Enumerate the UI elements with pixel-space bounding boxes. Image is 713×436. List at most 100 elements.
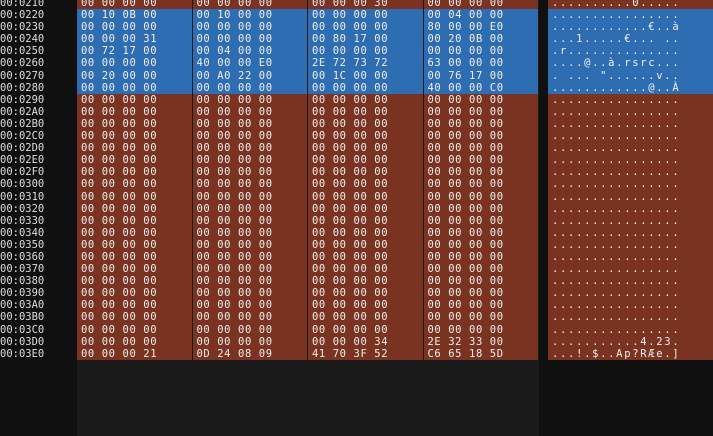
hex-row[interactable]: 00 00 00 00 00 00 00 00 00 00 00 00 00 00 0… (77, 130, 539, 143)
hex-row[interactable]: 00 00 00 00 00 00 00 00 00 00 00 00 00 00 0… (77, 263, 539, 276)
hex-byte-group[interactable]: 00 00 00 00 (423, 117, 538, 131)
ascii-row[interactable]: .r.............. (548, 45, 713, 58)
ascii-row[interactable]: ................ (548, 142, 713, 155)
ascii-row[interactable]: ............€..à (548, 21, 713, 34)
hex-row[interactable]: 00 00 00 00 00 00 00 00 00 00 00 00 00 00 0… (77, 117, 539, 131)
ascii-row[interactable]: ................ (548, 214, 713, 227)
hex-byte-group[interactable]: 00 00 00 00 (308, 117, 423, 131)
ascii-row[interactable]: ................ (548, 9, 713, 22)
ascii-row[interactable]: ................ (548, 323, 713, 336)
ascii-row[interactable]: ................ (548, 238, 713, 251)
hex-byte-group[interactable]: 00 00 00 30 (308, 0, 423, 10)
ascii-row[interactable]: ...........4.23. (548, 335, 713, 348)
hex-row[interactable]: 00 00 00 00 00 00 00 00 00 00 00 00 00 00 0… (77, 226, 539, 239)
hex-byte-group[interactable]: 00 00 00 00 (192, 21, 307, 34)
hex-row[interactable]: 00 00 00 00 00 00 00 00 00 00 00 00 00 00 0… (77, 323, 539, 336)
hex-byte-group[interactable]: 00 00 00 00 (192, 214, 307, 227)
hex-byte-group[interactable]: 00 00 00 00 (77, 287, 192, 300)
hex-byte-group[interactable]: 00 00 00 00 (308, 287, 423, 300)
hex-row[interactable]: 00 00 00 00 00 00 00 00 00 00 00 00 00 00 0… (77, 166, 539, 179)
hex-byte-group[interactable]: 00 00 00 00 (77, 178, 192, 191)
hex-byte-group[interactable]: 00 00 00 00 (308, 250, 423, 264)
ascii-row[interactable]: ................ (548, 117, 713, 131)
hex-byte-group[interactable]: 00 00 00 00 (308, 323, 423, 336)
hex-byte-group[interactable]: 00 00 00 00 (77, 214, 192, 227)
hex-byte-group[interactable]: 00 00 00 00 (192, 142, 307, 155)
hex-byte-group[interactable]: 00 00 00 00 (192, 178, 307, 191)
hex-byte-group[interactable]: 0D 24 08 09 (192, 347, 307, 360)
hex-byte-group[interactable]: 00 00 00 00 (423, 323, 538, 336)
ascii-row[interactable]: ....@..à.rsrc... (548, 57, 713, 70)
hex-byte-group[interactable]: 00 1C 00 00 (308, 69, 423, 82)
hex-byte-group[interactable]: 00 00 00 00 (77, 263, 192, 276)
ascii-row[interactable]: ................ (548, 287, 713, 300)
ascii-column[interactable]: ..........0.............................… (548, 0, 713, 436)
hex-byte-group[interactable]: 40 00 00 E0 (192, 57, 307, 70)
hex-byte-group[interactable]: 00 00 00 00 (308, 154, 423, 167)
hex-byte-group[interactable]: 00 00 00 34 (308, 335, 423, 348)
hex-byte-group[interactable]: 00 00 00 00 (192, 130, 307, 143)
hex-byte-group[interactable]: 00 00 00 00 (423, 263, 538, 276)
hex-byte-group[interactable]: 00 00 00 00 (77, 299, 192, 312)
hex-byte-group[interactable]: 00 00 00 00 (192, 263, 307, 276)
ascii-row[interactable]: ................ (548, 130, 713, 143)
hex-byte-group[interactable]: 00 00 00 00 (192, 0, 307, 10)
hex-byte-group[interactable]: 00 00 00 00 (192, 105, 307, 118)
hex-row[interactable]: 00 72 17 00 00 04 00 00 00 00 00 00 00 00 0… (77, 45, 539, 58)
hex-byte-group[interactable]: 00 00 00 00 (423, 287, 538, 300)
hex-byte-group[interactable]: 00 00 00 00 (423, 166, 538, 179)
hex-byte-group[interactable]: 00 00 00 00 (77, 250, 192, 264)
ascii-row[interactable]: ................ (548, 178, 713, 191)
hex-byte-group[interactable]: 00 00 00 00 (423, 202, 538, 215)
hex-byte-group[interactable]: 00 00 00 00 (192, 275, 307, 288)
hex-byte-group[interactable]: 00 00 00 00 (192, 33, 307, 46)
hex-byte-group[interactable]: 00 00 00 00 (192, 93, 307, 106)
hex-byte-group[interactable]: 00 00 00 00 (308, 166, 423, 179)
hex-row[interactable]: 00 00 00 00 00 00 00 00 00 00 00 00 00 00 0… (77, 299, 539, 312)
hex-row[interactable]: 00 00 00 00 40 00 00 E0 2E 72 73 72 63 00 0… (77, 57, 539, 70)
hex-row[interactable]: 00 00 00 00 00 00 00 00 00 00 00 00 00 00 0… (77, 214, 539, 227)
hex-byte-group[interactable]: 00 00 00 00 (192, 335, 307, 348)
hex-byte-group[interactable]: 2E 72 73 72 (308, 57, 423, 70)
ascii-row[interactable]: ................ (548, 263, 713, 276)
hex-row[interactable]: 00 00 00 00 00 00 00 00 00 00 00 00 40 00 0… (77, 81, 539, 94)
hex-byte-group[interactable]: 00 76 17 00 (423, 69, 538, 82)
hex-byte-group[interactable]: 00 00 00 00 (308, 263, 423, 276)
ascii-row[interactable]: ...1.....€... .. (548, 33, 713, 46)
hex-byte-group[interactable]: 00 00 00 00 (423, 105, 538, 118)
ascii-row[interactable]: ................ (548, 93, 713, 106)
hex-row[interactable]: 00 20 00 00 00 A0 22 00 00 1C 00 00 00 76 1… (77, 69, 539, 82)
hex-byte-group[interactable]: 00 00 00 00 (308, 275, 423, 288)
hex-row[interactable]: 00 00 00 00 00 00 00 00 00 00 00 00 80 00 0… (77, 21, 539, 34)
hex-byte-group[interactable]: 00 00 00 00 (423, 250, 538, 264)
hex-byte-group[interactable]: 00 00 00 00 (77, 154, 192, 167)
hex-row[interactable]: 00 00 00 00 00 00 00 00 00 00 00 00 00 00 0… (77, 275, 539, 288)
hex-byte-group[interactable]: 00 00 00 00 (308, 311, 423, 324)
hex-byte-group[interactable]: 00 00 00 21 (77, 347, 192, 360)
ascii-row[interactable]: ................ (548, 226, 713, 239)
hex-byte-group[interactable]: 00 00 00 00 (77, 311, 192, 324)
hex-byte-group[interactable]: 00 72 17 00 (77, 45, 192, 58)
hex-byte-group[interactable]: 00 00 00 00 (77, 105, 192, 118)
hex-byte-group[interactable]: 00 00 00 00 (77, 190, 192, 203)
hex-byte-group[interactable]: 00 00 00 00 (192, 81, 307, 94)
hex-byte-group[interactable]: 00 00 00 00 (423, 142, 538, 155)
hex-byte-group[interactable]: 00 00 00 00 (77, 130, 192, 143)
hex-byte-group[interactable]: 00 00 00 00 (192, 238, 307, 251)
hex-byte-group[interactable]: 00 00 00 00 (308, 178, 423, 191)
hex-row[interactable]: 00 00 00 00 00 00 00 00 00 00 00 00 00 00 0… (77, 178, 539, 191)
hex-byte-group[interactable]: 00 00 00 00 (77, 226, 192, 239)
hex-byte-group[interactable]: 00 00 00 00 (423, 154, 538, 167)
hex-row[interactable]: 00 00 00 00 00 00 00 00 00 00 00 00 00 00 0… (77, 250, 539, 264)
ascii-row[interactable]: ..........0..... (548, 0, 713, 10)
hex-byte-group[interactable]: 00 00 00 00 (77, 0, 192, 10)
hex-byte-group[interactable]: 00 20 0B 00 (423, 33, 538, 46)
hex-byte-group[interactable]: 00 00 00 00 (192, 250, 307, 264)
hex-row[interactable]: 00 00 00 00 00 00 00 00 00 00 00 00 00 00 0… (77, 105, 539, 118)
hex-row[interactable]: 00 00 00 00 00 00 00 00 00 00 00 00 00 00 0… (77, 311, 539, 324)
hex-byte-group[interactable]: 00 00 00 31 (77, 33, 192, 46)
hex-byte-group[interactable]: 80 00 00 E0 (423, 21, 538, 34)
hex-byte-group[interactable]: 00 00 00 00 (192, 154, 307, 167)
hex-byte-group[interactable]: 00 00 00 00 (77, 202, 192, 215)
hex-byte-group[interactable]: 00 00 00 00 (77, 142, 192, 155)
